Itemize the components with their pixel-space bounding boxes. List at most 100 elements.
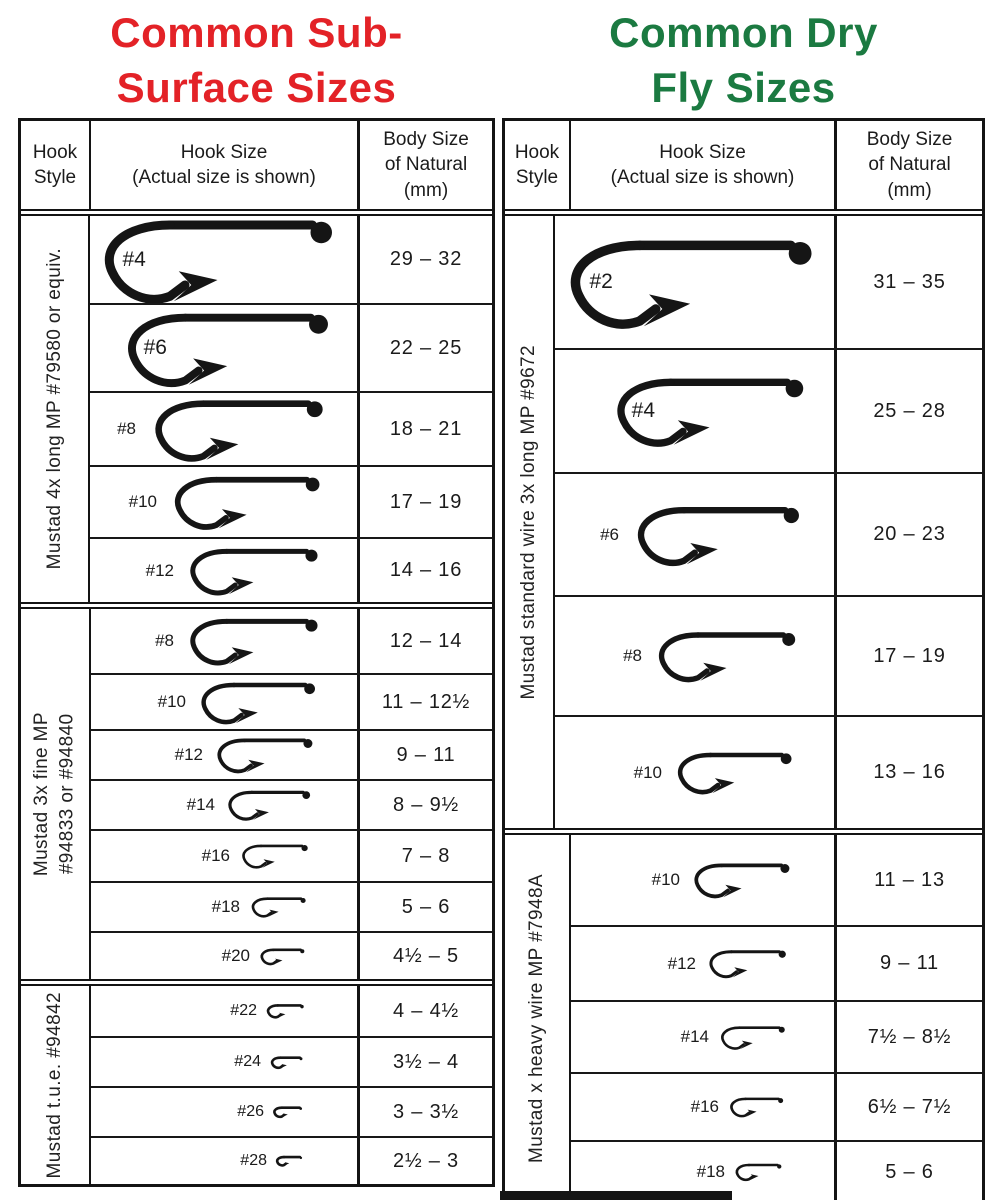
header-text: (mm) [403, 179, 449, 201]
hook-size-label: #8 [155, 631, 174, 650]
hook-icon [269, 1056, 303, 1070]
table-body: Mustad standard wire 3x long MP #9672 #2 3… [505, 216, 982, 1200]
hook-style-cell: Mustad standard wire 3x long MP #9672 [505, 216, 555, 828]
hook-size-cell: #24 [91, 1038, 360, 1086]
table-row: #16 7 – 8 [91, 829, 492, 881]
table-row: #8 18 – 21 [90, 391, 492, 465]
header-text: of Natural [384, 154, 468, 176]
body-size-cell: 9 – 11 [396, 743, 456, 766]
hook-size-cell: #22 [91, 986, 360, 1036]
title-line: Common Dry [609, 9, 878, 56]
body-size-cell: 14 – 16 [389, 559, 463, 581]
hook-icon [194, 675, 315, 729]
table-row: #10 11 – 13 [571, 835, 982, 925]
body-size-header: Body Size of Natural (mm) [360, 121, 492, 209]
body-size-cell: 3 – 3½ [393, 1100, 459, 1123]
hook-style-label: Mustad 4x long MP #79580 or equiv. [43, 248, 65, 570]
hook-icon [182, 540, 318, 602]
hook-icon [555, 224, 812, 341]
hook-style-cell: Mustad 3x fine MP #94833 or #94840 [21, 609, 91, 979]
hook-icon [688, 857, 790, 903]
sub-surface-table: Hook Style Hook Size (Actual size is sho… [18, 118, 495, 1187]
body-size-cell: 29 – 32 [389, 248, 463, 270]
hook-size-label: #10 [128, 492, 157, 511]
hook-drawing: #10 [634, 745, 796, 800]
hook-style-label: Mustad x heavy wire MP #7948A [526, 873, 548, 1163]
hook-drawing: #20 [222, 946, 306, 967]
hook-drawing: #12 [668, 945, 789, 982]
hook-size-label: #10 [633, 762, 662, 782]
hook-icon [223, 785, 311, 825]
hook-size-cell: #8 [555, 597, 837, 715]
title-line: Common Sub- [110, 9, 403, 56]
hook-size-cell: #8 [90, 393, 360, 465]
hook-drawing: #8 [623, 623, 800, 689]
hook-icon [650, 623, 796, 689]
hook-size-label: #6 [600, 524, 619, 544]
hook-size-cell: #12 [571, 927, 837, 1000]
table-row: #14 8 – 9½ [91, 779, 492, 829]
table-row: #12 14 – 16 [90, 537, 492, 602]
hook-size-label: #4 [122, 247, 146, 271]
hook-icon [670, 745, 792, 800]
hook-icon [115, 305, 328, 391]
body-size-cell: 2½ – 3 [393, 1149, 459, 1172]
hook-size-label: #8 [623, 646, 642, 665]
hook-size-cell: #4 [90, 216, 360, 303]
hook-size-cell: #28 [91, 1138, 360, 1184]
hook-style-cell: Mustad t.u.e. #94842 [21, 986, 91, 1184]
hook-drawing: #24 [234, 1053, 304, 1071]
hook-icon [144, 393, 323, 465]
hook-icon [90, 216, 332, 303]
hook-size-cell: #10 [90, 467, 360, 537]
body-size-cell: 25 – 28 [873, 399, 946, 422]
dry-fly-table: Hook Style Hook Size (Actual size is sho… [502, 118, 985, 1200]
hook-icon [182, 610, 318, 672]
hook-size-cell: #26 [91, 1088, 360, 1136]
hook-drawing: #8 [155, 610, 322, 672]
hook-size-cell: #18 [571, 1142, 837, 1200]
hook-size-cell: #10 [571, 835, 837, 925]
body-size-cell: 7 – 8 [401, 844, 451, 867]
title-line: Fly Sizes [651, 63, 836, 111]
hook-icon [627, 496, 799, 574]
table-row: #10 13 – 16 [555, 715, 982, 828]
table-row: #10 17 – 19 [90, 465, 492, 537]
hook-size-label: #8 [117, 419, 136, 438]
hook-icon [238, 840, 308, 872]
hook-size-cell: #12 [91, 731, 360, 779]
body-size-cell: 20 – 23 [873, 523, 946, 545]
hook-size-label: #14 [680, 1027, 709, 1046]
body-size-cell: 7½ – 8½ [867, 1025, 952, 1048]
double-rule [21, 209, 492, 216]
header-text: Hook [32, 141, 78, 163]
body-size-cell: 17 – 19 [873, 644, 946, 667]
table-row: #6 22 – 25 [90, 303, 492, 391]
hook-drawing: #4 [605, 366, 810, 456]
group-rows: #10 11 – 13 #12 9 – 11 #14 7½ – 8½ #16 6½ – 7½ #… [571, 835, 982, 1200]
hook-size-cell: #16 [571, 1074, 837, 1140]
body-size-cell: 5 – 6 [401, 895, 451, 918]
hook-size-header: Hook Size (Actual size is shown) [91, 121, 360, 209]
hook-size-label: #22 [230, 1002, 257, 1019]
hook-size-label: #6 [143, 336, 167, 359]
body-size-cell: 8 – 9½ [393, 793, 459, 816]
body-size-cell: 13 – 16 [873, 761, 946, 783]
hook-style-group: Mustad 3x fine MP #94833 or #94840 #8 12 –… [21, 609, 492, 979]
hook-size-cell: #14 [571, 1002, 837, 1072]
hook-drawing: #8 [117, 393, 329, 465]
header-text: Body Size [866, 129, 953, 151]
double-rule [505, 828, 982, 835]
header-text: Body Size [383, 129, 469, 151]
table-row: #4 25 – 28 [555, 348, 982, 472]
hook-style-cell: Mustad x heavy wire MP #7948A [505, 835, 571, 1200]
hook-icon [211, 732, 313, 778]
hook-drawing: #28 [240, 1152, 303, 1170]
hook-size-label: #12 [174, 745, 203, 764]
table-row: #18 5 – 6 [571, 1140, 982, 1200]
body-size-cell: 6½ – 7½ [867, 1095, 952, 1118]
hook-size-cell: #14 [91, 781, 360, 829]
table-row: #6 20 – 23 [555, 472, 982, 595]
hook-style-label: Mustad 3x fine MP #94833 or #94840 [31, 711, 78, 877]
hook-style-group: Mustad standard wire 3x long MP #9672 #2 3… [505, 216, 982, 828]
